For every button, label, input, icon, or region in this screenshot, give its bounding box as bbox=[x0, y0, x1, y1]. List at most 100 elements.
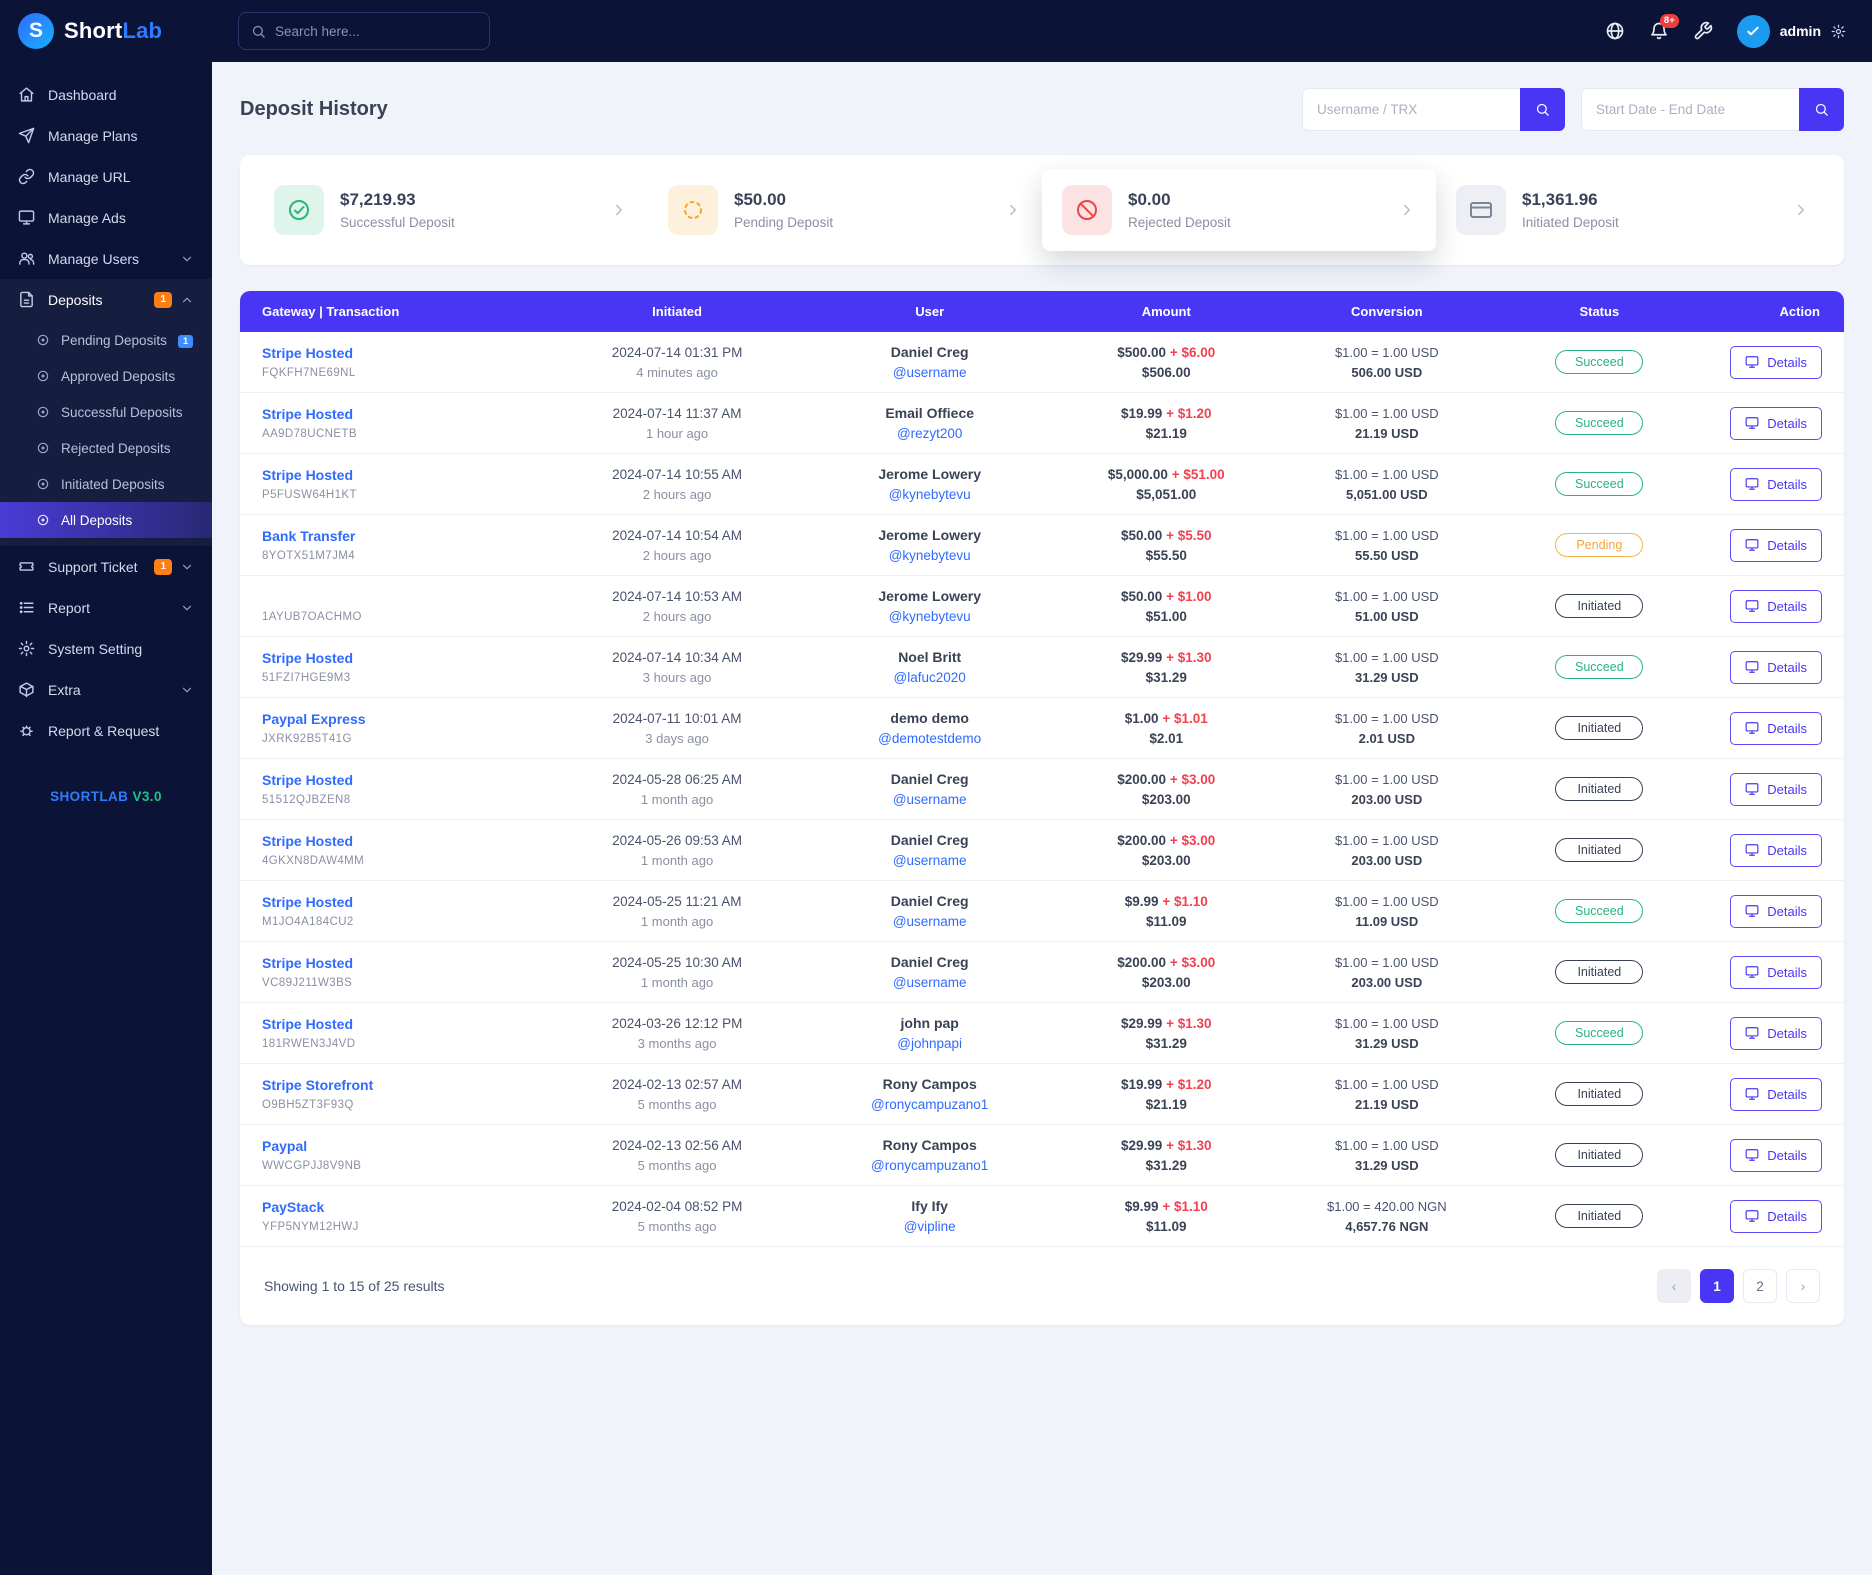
gateway-link[interactable]: PayStack bbox=[262, 1199, 325, 1215]
user-handle-link[interactable]: @username bbox=[892, 975, 967, 990]
details-button[interactable]: Details bbox=[1730, 955, 1822, 989]
user-handle-link[interactable]: @kynebytevu bbox=[888, 548, 971, 563]
gateway-link[interactable]: Stripe Hosted bbox=[262, 345, 354, 361]
header-user: User bbox=[801, 291, 1058, 332]
pagination-prev-button[interactable]: ‹ bbox=[1657, 1269, 1691, 1303]
bell-icon[interactable]: 8+ bbox=[1649, 14, 1679, 41]
sidebar-item-dashboard[interactable]: Dashboard bbox=[0, 74, 212, 115]
details-button[interactable]: Details bbox=[1730, 1016, 1822, 1050]
stat-successful-deposit[interactable]: $7,219.93 Successful Deposit bbox=[254, 169, 648, 251]
chevron-right-icon[interactable] bbox=[1792, 201, 1810, 219]
gateway-link[interactable] bbox=[262, 589, 543, 605]
gateway-link[interactable]: Paypal Express bbox=[262, 711, 366, 727]
monitor-icon bbox=[1745, 1027, 1759, 1039]
user-handle-link[interactable]: @username bbox=[892, 365, 967, 380]
sidebar-item-manage-users[interactable]: Manage Users bbox=[0, 238, 212, 279]
user-handle-link[interactable]: @kynebytevu bbox=[888, 609, 971, 624]
gateway-link[interactable]: Stripe Hosted bbox=[262, 833, 354, 849]
user-handle-link[interactable]: @vipline bbox=[903, 1219, 956, 1234]
user-menu[interactable]: admin bbox=[1736, 14, 1846, 48]
details-button-label: Details bbox=[1767, 1208, 1807, 1224]
chevron-right-icon[interactable] bbox=[1004, 201, 1022, 219]
chevron-right-icon[interactable] bbox=[610, 201, 628, 219]
sidebar-item-rejected-deposits[interactable]: Rejected Deposits bbox=[0, 430, 212, 466]
user-handle-link[interactable]: @ronycampuzano1 bbox=[871, 1158, 989, 1173]
details-button[interactable]: Details bbox=[1730, 1199, 1822, 1233]
user-handle-link[interactable]: @lafuc2020 bbox=[893, 670, 966, 685]
user-handle-link[interactable]: @username bbox=[892, 853, 967, 868]
sidebar-item-support-ticket[interactable]: Support Ticket 1 bbox=[0, 546, 212, 587]
amount-total: $203.00 bbox=[1141, 852, 1191, 868]
sidebar-item-label: Initiated Deposits bbox=[61, 476, 165, 492]
gateway-link[interactable]: Bank Transfer bbox=[262, 528, 356, 544]
sidebar-item-all-deposits[interactable]: All Deposits bbox=[0, 502, 212, 538]
user-handle-link[interactable]: @demotestdemo bbox=[878, 731, 982, 746]
details-button[interactable]: Details bbox=[1730, 772, 1822, 806]
details-button[interactable]: Details bbox=[1730, 406, 1822, 440]
page-title: Deposit History bbox=[240, 98, 388, 120]
pagination-next-button[interactable]: › bbox=[1786, 1269, 1820, 1303]
gateway-link[interactable]: Stripe Hosted bbox=[262, 650, 354, 666]
sidebar-item-pending-deposits[interactable]: Pending Deposits 1 bbox=[0, 322, 212, 358]
deposits-table-body: Stripe Hosted FQKFH7NE69NL 2024-07-14 01… bbox=[240, 332, 1844, 1247]
chevron-right-icon[interactable] bbox=[1398, 201, 1416, 219]
details-button[interactable]: Details bbox=[1730, 589, 1822, 623]
gateway-link[interactable]: Stripe Hosted bbox=[262, 955, 354, 971]
details-button[interactable]: Details bbox=[1730, 894, 1822, 928]
date-search-button[interactable] bbox=[1799, 88, 1844, 131]
sidebar-item-initiated-deposits[interactable]: Initiated Deposits bbox=[0, 466, 212, 502]
details-button[interactable]: Details bbox=[1730, 528, 1822, 562]
user-handle-link[interactable]: @johnpapi bbox=[897, 1036, 963, 1051]
gateway-link[interactable]: Stripe Hosted bbox=[262, 772, 354, 788]
gateway-link[interactable]: Stripe Hosted bbox=[262, 467, 354, 483]
pagination-page-2-button[interactable]: 2 bbox=[1743, 1269, 1777, 1303]
details-button[interactable]: Details bbox=[1730, 345, 1822, 379]
sidebar-item-system-setting[interactable]: System Setting bbox=[0, 628, 212, 669]
brand-logo[interactable]: S ShortLab bbox=[0, 0, 212, 62]
user-handle-link[interactable]: @username bbox=[892, 914, 967, 929]
header-initiated: Initiated bbox=[552, 291, 802, 332]
sidebar-item-approved-deposits[interactable]: Approved Deposits bbox=[0, 358, 212, 394]
gateway-link[interactable]: Stripe Hosted bbox=[262, 406, 354, 422]
transaction-id: JXRK92B5T41G bbox=[262, 733, 352, 745]
user-handle-link[interactable]: @kynebytevu bbox=[888, 487, 971, 502]
monitor-icon bbox=[1745, 539, 1759, 551]
sidebar-item-manage-url[interactable]: Manage URL bbox=[0, 156, 212, 197]
user-handle-link[interactable]: @username bbox=[892, 792, 967, 807]
wrench-icon[interactable] bbox=[1693, 21, 1713, 41]
gateway-link[interactable]: Stripe Hosted bbox=[262, 894, 354, 910]
initiated-ago: 5 months ago bbox=[637, 1096, 717, 1112]
pending-deposits-badge: 1 bbox=[177, 334, 194, 348]
sidebar-item-report[interactable]: Report bbox=[0, 587, 212, 628]
link-icon bbox=[18, 168, 35, 185]
gateway-link[interactable]: Stripe Hosted bbox=[262, 1016, 354, 1032]
pagination-page-1-button[interactable]: 1 bbox=[1700, 1269, 1734, 1303]
stat-pending-deposit[interactable]: $50.00 Pending Deposit bbox=[648, 169, 1042, 251]
username-search-button[interactable] bbox=[1520, 88, 1565, 131]
username-trx-input[interactable] bbox=[1302, 88, 1520, 131]
details-button[interactable]: Details bbox=[1730, 467, 1822, 501]
sidebar-item-extra[interactable]: Extra bbox=[0, 669, 212, 710]
details-button[interactable]: Details bbox=[1730, 1077, 1822, 1111]
gateway-link[interactable]: Stripe Storefront bbox=[262, 1077, 374, 1093]
sidebar-item-manage-plans[interactable]: Manage Plans bbox=[0, 115, 212, 156]
stat-rejected-deposit[interactable]: $0.00 Rejected Deposit bbox=[1042, 169, 1436, 251]
details-button[interactable]: Details bbox=[1730, 711, 1822, 745]
gateway-link[interactable]: Paypal bbox=[262, 1138, 308, 1154]
details-button[interactable]: Details bbox=[1730, 650, 1822, 684]
sidebar-item-label: Dashboard bbox=[48, 86, 117, 103]
stat-initiated-deposit[interactable]: $1,361.96 Initiated Deposit bbox=[1436, 169, 1830, 251]
sidebar-item-report-request[interactable]: Report & Request bbox=[0, 710, 212, 751]
globe-icon[interactable] bbox=[1605, 21, 1625, 41]
sidebar-item-manage-ads[interactable]: Manage Ads bbox=[0, 197, 212, 238]
date-range-input[interactable] bbox=[1581, 88, 1799, 131]
user-name: Jerome Lowery bbox=[878, 588, 982, 604]
details-button[interactable]: Details bbox=[1730, 1138, 1822, 1172]
initiated-ago: 1 month ago bbox=[640, 974, 714, 990]
details-button[interactable]: Details bbox=[1730, 833, 1822, 867]
topbar-search-input[interactable] bbox=[275, 23, 477, 39]
user-handle-link[interactable]: @ronycampuzano1 bbox=[871, 1097, 989, 1112]
sidebar-item-deposits[interactable]: Deposits 1 bbox=[0, 279, 212, 320]
sidebar-item-successful-deposits[interactable]: Successful Deposits bbox=[0, 394, 212, 430]
user-handle-link[interactable]: @rezyt200 bbox=[896, 426, 963, 441]
